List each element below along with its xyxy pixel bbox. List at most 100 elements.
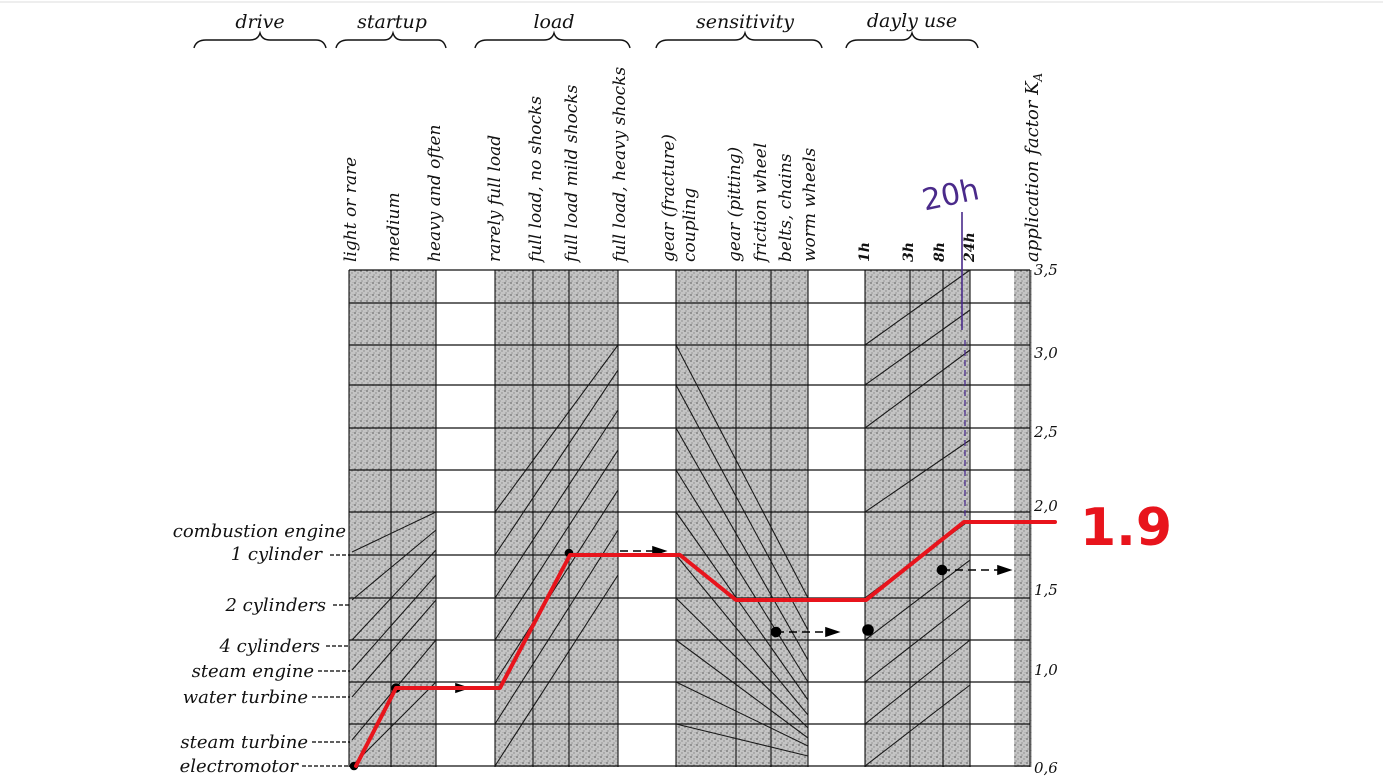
column-label: heavy and often [425,125,445,263]
brace-sensitivity [655,30,823,49]
guide [351,529,437,601]
group-load: load [533,11,574,33]
column-label: worm wheels [800,148,820,262]
drive-leaders [302,554,350,767]
axis-label: application factor KA [1022,72,1045,262]
axis-label-main: application factor K [1022,80,1043,262]
guide [864,309,971,386]
column-label: rarely full load [485,135,505,262]
example-path [354,520,1057,768]
guide [494,574,619,767]
axis-label-subscript: A [1031,72,1045,82]
guide [494,529,619,725]
column-label: belts, chains [776,153,796,262]
column-label: friction wheel [751,143,771,264]
guide [675,639,809,739]
guide [864,439,971,513]
column-label: gear (fracture) [659,134,679,262]
guide [864,349,971,429]
column-labels: light or rare medium heavy and often rar… [341,66,978,264]
guide [675,344,809,599]
diagonal-guides [351,269,971,767]
guide [494,409,619,599]
band-ka-axis [1014,270,1032,767]
guide [494,449,619,641]
guide [351,681,437,767]
guide [675,384,809,631]
drive-label: steam engine [192,661,314,682]
drive-label: 4 cylinders [218,636,320,657]
group-drive: drive [235,11,284,33]
drive-label: electromotor [180,756,300,777]
group-headers: drive startup load sensitivity dayly use [235,10,957,33]
guide [864,639,971,725]
guide [351,549,437,641]
guide [351,574,437,671]
guide [675,469,809,683]
group-braces [193,30,979,49]
ka-tick: 2,0 [1033,497,1058,515]
brace-drive [193,30,327,49]
guide [675,597,809,729]
ka-tick: 3,5 [1034,261,1058,279]
guide [675,723,809,757]
guide [494,369,619,556]
hours-marker [961,212,966,520]
column-label: full load mild shocks [562,84,582,264]
column-label: 3h [901,242,917,262]
arrow-head [825,626,841,638]
brace-daily-use [845,30,979,49]
group-daily-use: dayly use [867,10,957,32]
ka-tick: 0,6 [1034,759,1058,777]
guide [675,427,809,661]
column-label: medium [384,192,404,262]
guide [864,599,971,683]
guide [351,511,437,553]
guide [864,269,971,346]
pivot-dot [770,626,782,638]
guide [864,559,971,641]
column-label: full load, no shocks [526,96,546,264]
ka-ticks: 3,5 3,0 2,5 2,0 1,5 1,0 0,6 [1033,261,1058,777]
drive-label: 1 cylinder [231,544,324,565]
pivot-dot [862,624,874,636]
band-sensitivity [676,270,808,767]
guide [675,681,809,747]
guide [351,599,437,698]
drive-label: combustion engine [173,521,346,542]
arrow-head [997,564,1013,576]
column-label: coupling [680,188,700,262]
ka-tick: 3,0 [1034,344,1058,362]
drive-labels: combustion engine 1 cylinder 2 cylinders… [173,521,346,777]
guide [494,344,619,513]
band-daily-use [865,270,970,767]
ka-tick: 1,0 [1034,661,1058,679]
guide [675,511,809,701]
ka-tick: 2,5 [1033,423,1058,441]
brace-startup [335,30,447,49]
drive-label: water turbine [183,687,308,708]
ka-tick: 1,5 [1034,581,1058,599]
column-label: full load, heavy shocks [610,66,630,264]
column-label: gear (pitting) [725,147,745,262]
group-startup: startup [357,11,427,33]
drive-label: steam turbine [180,732,308,753]
vertical-grid [348,270,1031,767]
guide [675,554,809,716]
band-load [495,270,618,767]
column-label: light or rare [341,157,361,262]
hours-annotation: 20h [919,172,982,218]
horizontal-grid [349,269,1030,767]
column-label: 1h [857,242,873,262]
shaded-bands [349,270,1032,767]
column-label: 8h [932,242,948,262]
pivot-dot [936,564,948,576]
result-annotation: 1.9 [1080,498,1172,558]
drive-label: 2 cylinders [224,595,326,616]
guide [494,489,619,683]
guide [864,684,971,767]
brace-load [474,30,631,49]
column-label: 24h [962,232,978,263]
group-sensitivity: sensitivity [696,11,794,33]
